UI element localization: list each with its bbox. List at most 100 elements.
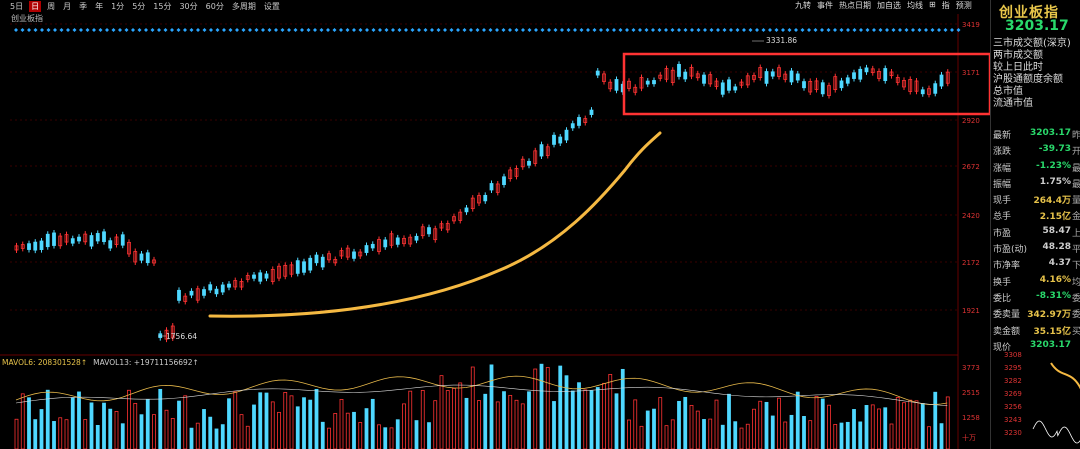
period-tab-1[interactable]: 日	[29, 0, 42, 12]
signal-marker	[196, 28, 200, 32]
volume-bar	[708, 418, 713, 449]
candle-body	[808, 81, 813, 93]
signal-marker	[605, 28, 610, 32]
signal-marker	[254, 28, 259, 32]
candle-body	[870, 68, 875, 74]
signal-marker	[501, 28, 506, 32]
signal-marker	[319, 28, 324, 32]
period-tab-11[interactable]: 多周期	[231, 1, 256, 11]
signal-marker	[943, 28, 948, 32]
signal-marker	[696, 28, 701, 32]
stat-label: 现价	[993, 342, 1012, 353]
stat-row: 市盈 58.47 上	[993, 224, 1080, 240]
period-tab-4[interactable]: 季	[79, 1, 88, 11]
signal-marker	[820, 28, 824, 32]
turnover-dropdown-menu[interactable]: 三市成交额(深京) 两市成交额 较上日此时 沪股通额度余额 总市值 流通市值	[993, 38, 1080, 110]
period-tab-12[interactable]: 设置	[263, 1, 280, 11]
signal-marker	[547, 28, 551, 32]
candle-body	[70, 238, 75, 244]
period-tab-5[interactable]: 年	[95, 1, 104, 11]
period-tab-6[interactable]: 1分	[111, 1, 125, 11]
signal-marker	[345, 28, 350, 32]
volume-bar	[914, 400, 919, 449]
stat-row: 委卖量 342.97万 委	[993, 305, 1080, 321]
tool-button-5[interactable]: ⊞	[929, 0, 936, 9]
dropdown-option-2[interactable]: 较上日此时	[993, 62, 1043, 73]
signal-marker	[579, 28, 584, 32]
signal-marker	[774, 28, 779, 32]
volume-bar	[114, 411, 119, 449]
candle-body	[558, 136, 563, 144]
period-tab-0[interactable]: 5日	[10, 1, 24, 11]
stat-row: 市盈(动) 48.28 平	[993, 240, 1080, 256]
candle-body	[527, 160, 531, 166]
tool-button-0[interactable]: 九转	[795, 1, 811, 10]
tool-button-6[interactable]: 指	[941, 1, 950, 10]
candle-body	[245, 275, 250, 280]
mavol6-label: MAVOL6: 208301528↑	[2, 358, 88, 367]
volume-bar	[402, 403, 406, 449]
mini-axis-label: 3308	[1004, 351, 1022, 359]
volume-bar	[833, 424, 838, 449]
volume-bar	[27, 397, 31, 449]
candle-body	[327, 253, 331, 261]
tool-button-4[interactable]: 均线	[907, 1, 923, 10]
volume-bar	[202, 409, 206, 449]
tool-button-7[interactable]: 预测	[955, 1, 972, 10]
candle-body	[895, 77, 900, 83]
period-tab-7[interactable]: 5分	[132, 1, 146, 11]
candle-body	[877, 71, 881, 79]
volume-bar	[845, 421, 850, 449]
volume-bar	[795, 391, 800, 449]
signal-marker	[124, 28, 129, 32]
dropdown-option-0[interactable]: 三市成交额(深京)	[993, 38, 1071, 49]
quote-stats: 最新 3203.17 昨涨跌 -39.73 开涨幅 -1.23% 最振幅 1.7…	[993, 126, 1080, 354]
signal-marker	[566, 28, 571, 32]
candle-body	[445, 223, 450, 231]
stat-row: 现手 264.4万 量	[993, 191, 1080, 207]
volume-bar	[33, 419, 38, 449]
volume-bar	[452, 387, 456, 449]
candle-body	[520, 158, 525, 168]
candle-body	[120, 234, 125, 246]
candle-body	[345, 247, 350, 258]
period-toolbar: 5日日周月季年 1分 5分 15分 30分 60分 多周期 设置	[0, 0, 990, 12]
signal-marker	[514, 28, 519, 32]
stat-extra: 买	[1071, 326, 1080, 337]
tool-button-1[interactable]: 事件	[817, 1, 833, 10]
panel-price: 3203.17	[1005, 18, 1069, 34]
period-tab-8[interactable]: 15分	[153, 1, 172, 11]
tool-button-3[interactable]: 加自选	[877, 1, 901, 10]
volume-bar	[152, 414, 156, 449]
candlestick-chart[interactable]: 3419 3171 2920 2672 2420 2172 1921 3773 2515 1258…	[0, 0, 990, 449]
dropdown-option-4[interactable]: 总市值	[993, 86, 1023, 97]
volume-bar	[295, 406, 300, 449]
volume-bar	[802, 416, 806, 449]
volume-bar	[252, 404, 256, 449]
volume-bar	[458, 382, 463, 449]
stat-extra: 最	[1071, 179, 1080, 190]
signal-marker	[170, 28, 174, 32]
period-tab-3[interactable]: 月	[63, 1, 72, 11]
volume-bar	[139, 414, 144, 449]
dropdown-option-1[interactable]: 两市成交额	[993, 50, 1043, 61]
candle-body	[570, 123, 575, 129]
period-tab-10[interactable]: 60分	[205, 1, 224, 11]
tool-button-2[interactable]: 热点日期	[839, 1, 871, 10]
dropdown-option-3[interactable]: 沪股通额度余额	[993, 74, 1063, 85]
candle-body	[52, 232, 56, 246]
period-tab-2[interactable]: 周	[47, 1, 56, 11]
candle-body	[889, 71, 894, 77]
dropdown-option-5[interactable]: 流通市值	[993, 98, 1033, 109]
signal-marker	[690, 28, 694, 32]
volume-axis-label: 2515	[962, 389, 980, 397]
volume-bar	[95, 424, 100, 449]
signal-marker	[917, 28, 922, 32]
candle-body	[733, 86, 738, 91]
candle-body	[402, 237, 406, 245]
signal-marker	[813, 28, 818, 32]
volume-bar	[239, 414, 244, 449]
candle-body	[664, 68, 669, 80]
period-tab-9[interactable]: 30分	[179, 1, 198, 11]
volume-bar	[545, 367, 550, 449]
